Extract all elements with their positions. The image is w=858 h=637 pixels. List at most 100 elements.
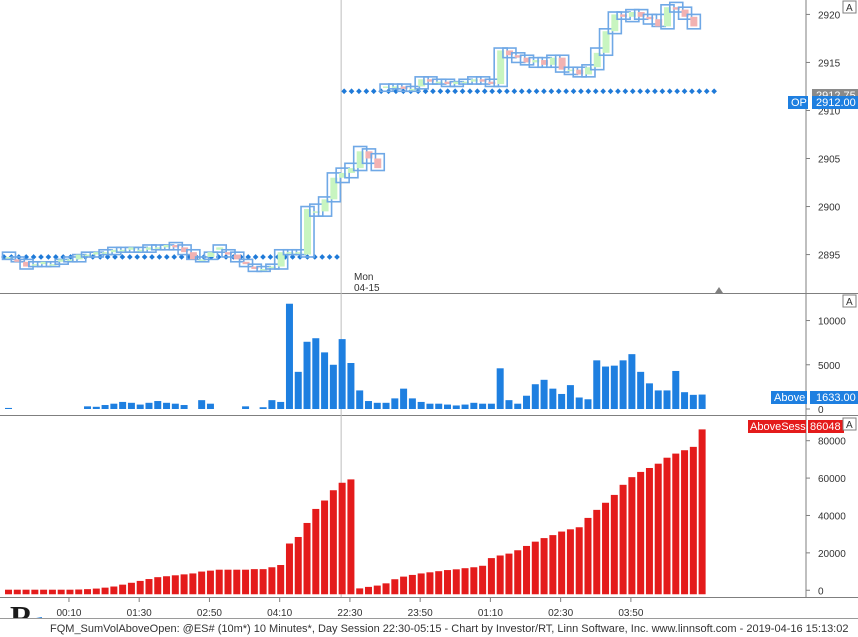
op-level-dot: [119, 254, 126, 260]
above-session-bar: [198, 571, 206, 595]
price-bar-outline: [335, 167, 350, 184]
price-candle-body: [347, 168, 355, 173]
above-volume-bar: [329, 364, 337, 409]
price-panel-autoscale-button[interactable]: [842, 0, 857, 14]
op-level-dot: [437, 88, 444, 95]
above-session-bar: [689, 446, 697, 595]
price-candle-body: [444, 81, 452, 85]
above-session-bar: [31, 589, 39, 595]
above-session-bar: [171, 575, 179, 595]
price-candle-body: [163, 244, 171, 248]
op-level-dot: [289, 254, 296, 260]
price-candle-body: [356, 151, 364, 169]
above-session-bar: [479, 565, 487, 595]
above-volume-bar: [92, 406, 100, 409]
above-volume-bar: [575, 397, 583, 409]
above-session-bar: [215, 569, 223, 595]
sess-tick-label: 60000: [818, 474, 846, 485]
above-session-bar: [531, 541, 539, 595]
time-tick-label: 02:30: [548, 608, 573, 619]
price-candle-body: [119, 249, 127, 252]
price-candle-body: [672, 7, 680, 10]
time-axis: 00:10 01:30 02:50 04:10 22:30 23:50 01:10 02:30…: [56, 598, 644, 619]
above-value-label: 1633.00: [816, 392, 856, 404]
price-candle-body: [31, 264, 39, 266]
sess-panel-autoscale-label: A: [846, 420, 853, 431]
price-candle-body: [260, 268, 268, 271]
price-candle-body: [558, 57, 566, 70]
price-candle-body: [514, 55, 522, 58]
price-candle-body: [628, 12, 636, 17]
above-session-bar: [602, 502, 610, 595]
above-session-bar: [224, 569, 232, 595]
sess-tick-label: 40000: [818, 511, 846, 522]
above-session-bar: [48, 589, 56, 595]
above-session-bar: [294, 536, 302, 595]
above-volume-bar: [479, 403, 487, 409]
above-volume-bar: [110, 403, 118, 409]
price-bar-outline: [475, 76, 491, 85]
above-session-bar: [391, 579, 399, 595]
above-tick-label: 0: [818, 405, 824, 416]
price-candle-body: [523, 57, 531, 63]
above-session-bar: [549, 535, 557, 595]
sess-panel-autoscale-button[interactable]: [842, 417, 857, 431]
above-session-bar: [487, 558, 495, 595]
price-tick-label: 2895: [818, 251, 841, 262]
above-value-label-bg: [810, 391, 858, 404]
op-level-dot: [496, 88, 503, 95]
above-session-bar: [145, 579, 153, 595]
above-session-bar: [163, 576, 171, 595]
price-bar-outline: [423, 76, 438, 85]
price-bar-outline: [247, 263, 263, 273]
above-volume-bar: [382, 402, 390, 409]
above-volume-bar: [206, 403, 214, 409]
price-candle-body: [400, 86, 408, 89]
price-candle-body: [655, 19, 663, 27]
op-level-dot: [104, 254, 111, 260]
price-candle-body: [567, 69, 575, 72]
op-value-label-bg: [812, 96, 858, 109]
price-candle-body: [189, 252, 197, 260]
above-session-bar: [408, 574, 416, 595]
above-volume-bar: [101, 405, 109, 409]
above-session-bar: [206, 570, 214, 595]
price-bar-outline: [589, 47, 605, 71]
above-session-bar: [136, 580, 144, 595]
above-volume-bar: [637, 371, 645, 409]
price-candle-body: [110, 249, 118, 253]
scroll-end-arrow-icon[interactable]: [715, 287, 723, 293]
above-volume-bar: [663, 390, 671, 409]
time-tick-label: 03:50: [618, 608, 643, 619]
price-candle-body: [584, 67, 592, 75]
above-session-bar: [277, 565, 285, 595]
op-level-dot: [689, 88, 695, 95]
sess-tick-label: 20000: [818, 549, 846, 560]
above-session-bar: [514, 550, 522, 595]
price-candle-body: [145, 247, 153, 250]
op-level-dot: [363, 88, 370, 95]
price-candle-body: [23, 261, 31, 267]
op-level-dot: [149, 254, 155, 260]
above-volume-bar: [163, 402, 171, 409]
above-session-bar: [329, 490, 337, 595]
above-session-bar: [233, 569, 241, 595]
above-session-bar: [566, 529, 574, 595]
above-panel-autoscale-button[interactable]: [842, 294, 857, 308]
op-level-dot: [585, 88, 592, 95]
above-volume-bar: [303, 341, 311, 409]
op-level-dot: [444, 88, 451, 95]
op-level-dot: [511, 88, 518, 95]
price-candle-body: [312, 211, 320, 213]
above-session-bar: [321, 500, 329, 595]
price-candle-body: [681, 9, 689, 17]
above-session-bar: [681, 450, 689, 595]
above-session-bar: [654, 463, 662, 595]
above-session-bar: [338, 482, 346, 595]
above-session-bar: [663, 457, 671, 595]
op-level-dot: [533, 88, 540, 95]
op-level-dot: [474, 88, 481, 95]
price-bar-outline: [677, 6, 693, 21]
above-volume-bar: [277, 401, 285, 409]
